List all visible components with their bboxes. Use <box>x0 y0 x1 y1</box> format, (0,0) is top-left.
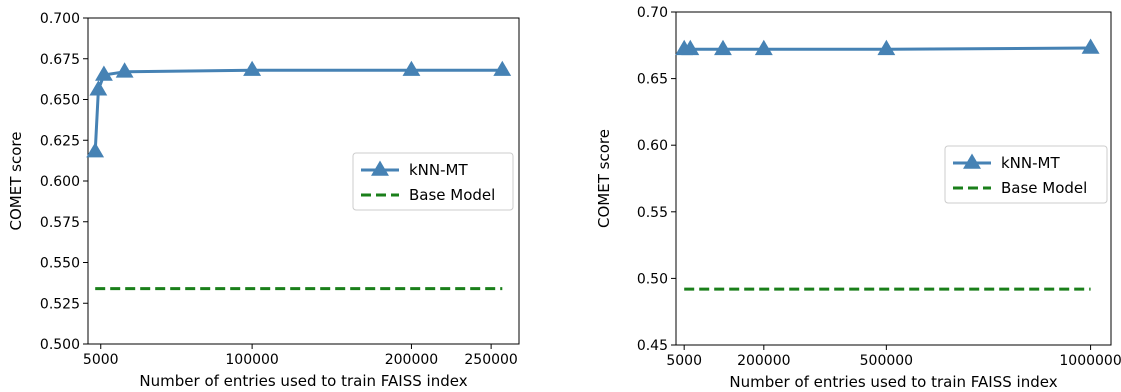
plot-frame <box>675 11 1112 346</box>
y-axis-label: COMET score <box>595 129 613 228</box>
y-tick-label: 0.500 <box>40 337 80 353</box>
y-tick-label: 0.675 <box>40 52 80 68</box>
x-tick-label: 1000000 <box>1059 353 1121 369</box>
data-point-marker <box>86 142 105 158</box>
legend-label: kNN-MT <box>409 161 468 179</box>
legend-label: kNN-MT <box>1001 154 1060 172</box>
x-tick-label: 500000 <box>860 353 913 369</box>
legend-marker <box>371 160 389 176</box>
y-tick-label: 0.65 <box>637 72 668 88</box>
y-tick-label: 0.625 <box>40 133 80 149</box>
x-axis-label: Number of entries used to train FAISS in… <box>729 373 1057 391</box>
legend-label: Base Model <box>409 186 495 204</box>
y-axis-label: COMET score <box>7 132 25 231</box>
y-tick-label: 0.60 <box>637 138 668 154</box>
y-tick-label: 0.50 <box>637 271 668 287</box>
y-tick-label: 0.525 <box>40 296 80 312</box>
data-point-marker <box>493 60 512 76</box>
data-point-marker <box>89 80 108 96</box>
chart-panel-1: 0.500 0.525 0.550 0.575 0.600 0.625 0.650 0.675… <box>7 11 520 390</box>
legend-label: Base Model <box>1001 179 1087 197</box>
y-tick-label: 0.650 <box>40 93 80 109</box>
y-tick-label: 0.575 <box>40 215 80 231</box>
data-point-marker <box>754 39 773 56</box>
data-point-marker <box>681 39 700 56</box>
y-tick-label: 0.55 <box>637 205 668 221</box>
x-tick-label: 200000 <box>385 352 438 368</box>
x-tick-label: 100000 <box>225 352 278 368</box>
legend-marker <box>963 153 981 169</box>
x-axis-label: Number of entries used to train FAISS in… <box>139 372 467 390</box>
data-point-marker <box>402 60 421 76</box>
data-point-marker <box>115 62 134 78</box>
y-tick-label: 0.550 <box>40 256 80 272</box>
x-tick-label: 5000 <box>83 352 119 368</box>
y-tick-label: 0.700 <box>40 11 80 27</box>
data-point-marker <box>95 65 113 81</box>
data-point-marker <box>877 39 896 56</box>
y-tick-label: 0.70 <box>637 5 668 21</box>
legend: kNN-MT Base Model <box>944 145 1108 204</box>
chart-panel-2: 0.45 0.50 0.55 0.60 0.65 0.70 5000 200000 500000… <box>595 5 1121 391</box>
series-line-knn-mt <box>93 68 503 152</box>
legend: kNN-MT Base Model <box>352 152 514 211</box>
data-point-marker <box>714 39 732 56</box>
x-tick-label: 250000 <box>464 352 517 368</box>
x-tick-label: 5000 <box>666 353 702 369</box>
data-point-marker <box>1081 38 1100 54</box>
x-tick-label: 200000 <box>737 353 790 369</box>
data-point-marker <box>243 60 262 76</box>
y-tick-label: 0.45 <box>637 338 668 354</box>
y-tick-label: 0.600 <box>40 174 80 190</box>
